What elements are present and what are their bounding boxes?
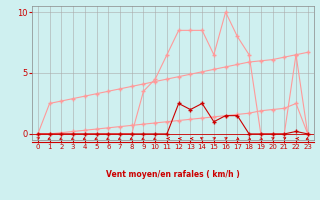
X-axis label: Vent moyen/en rafales ( km/h ): Vent moyen/en rafales ( km/h )	[106, 170, 240, 179]
